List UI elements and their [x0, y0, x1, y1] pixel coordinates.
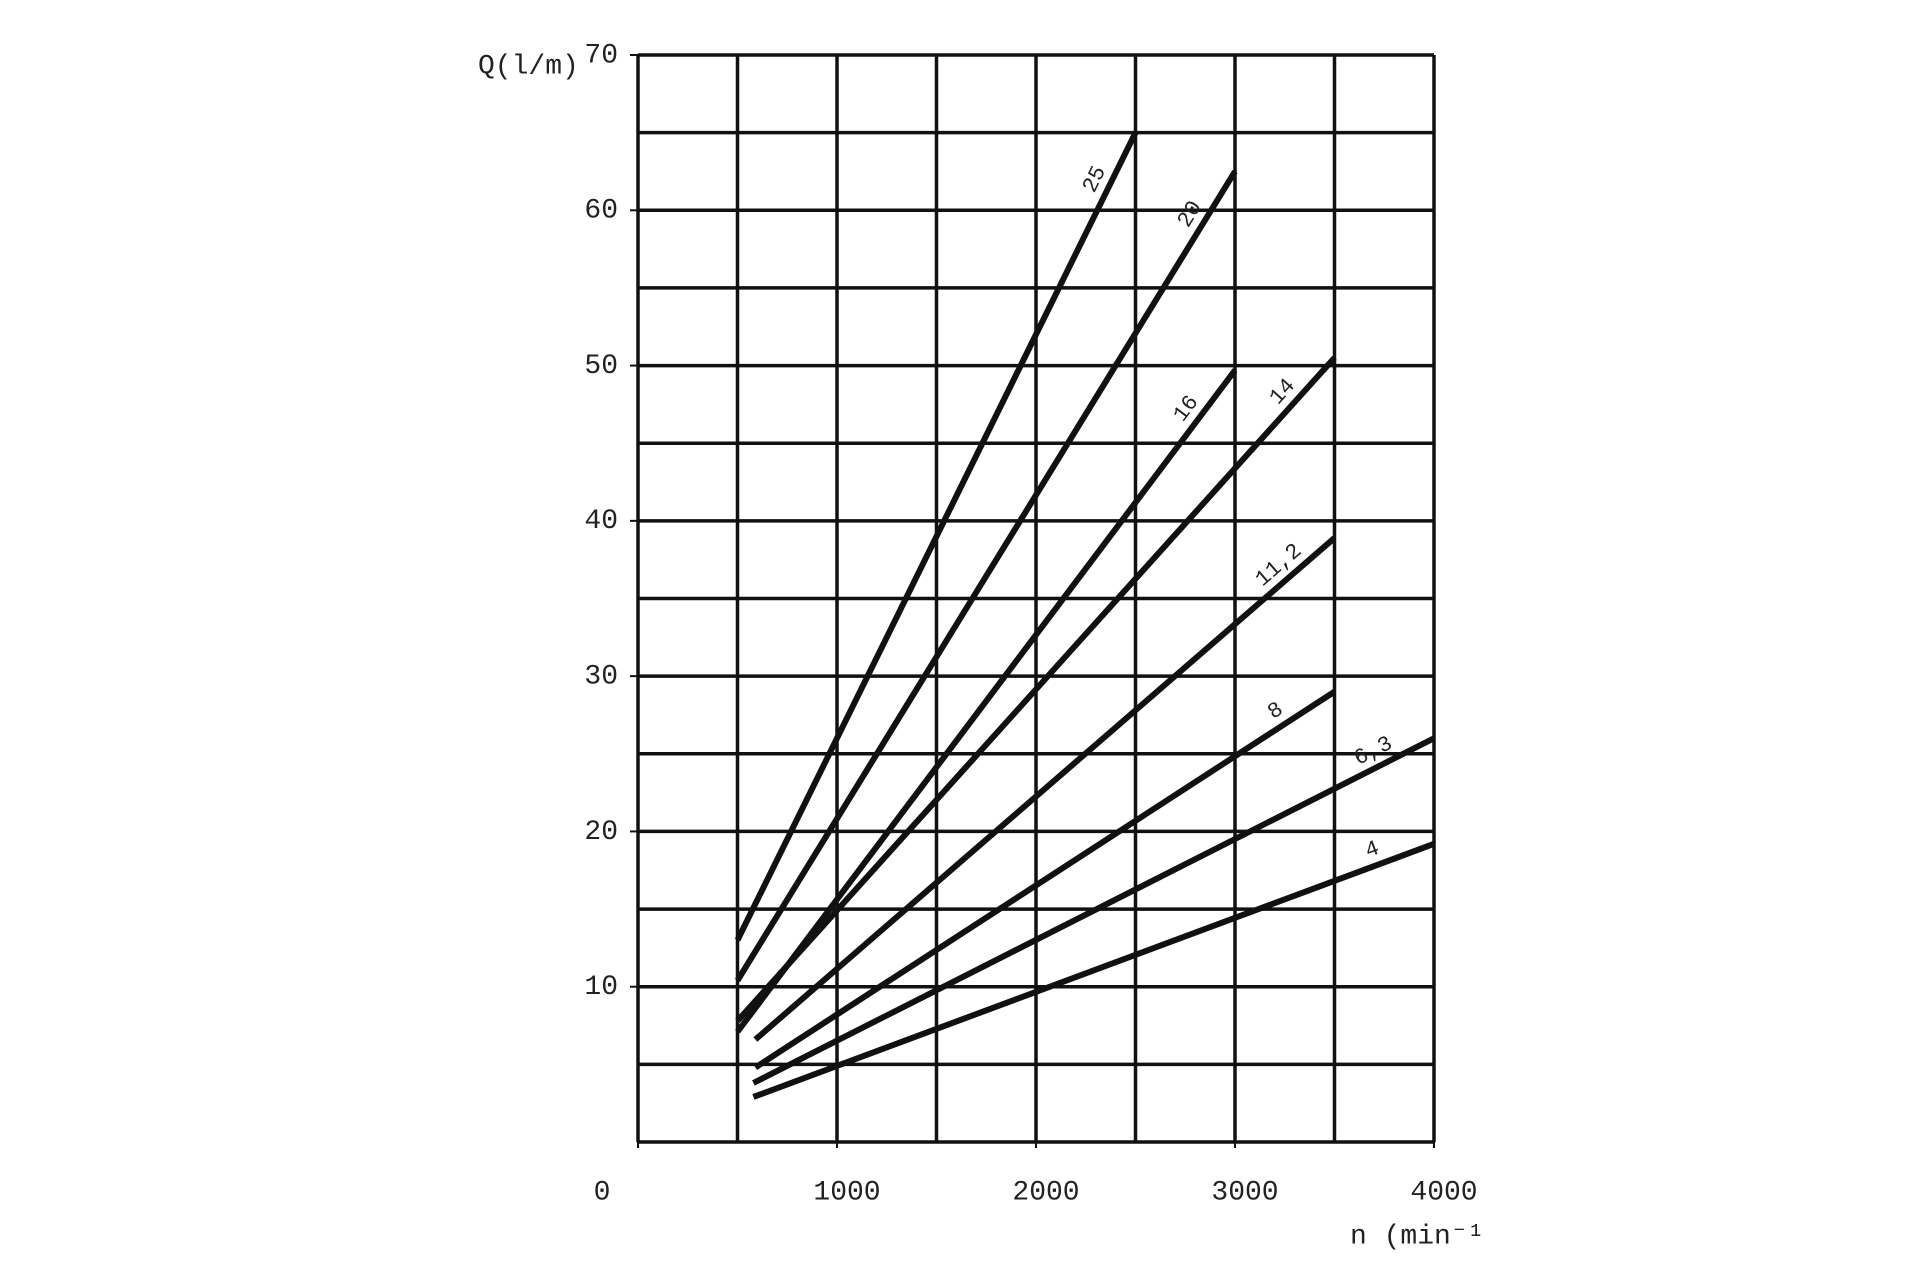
series-line	[734, 169, 1238, 983]
series-line	[734, 131, 1139, 942]
series-label: 4	[1362, 836, 1383, 864]
series-label: 6,3	[1350, 731, 1397, 771]
series-line	[753, 535, 1337, 1042]
x-axis-title: n (min⁻¹)	[1350, 1221, 1501, 1252]
x-tick-label: 0	[594, 1177, 611, 1208]
y-tick-label: 50	[584, 351, 618, 382]
y-axis-title: Q(l/m)	[478, 51, 579, 82]
y-tick-label: 30	[584, 662, 618, 693]
series-line	[735, 368, 1238, 1034]
series-line	[752, 735, 1436, 1086]
x-tick-label: 2000	[1012, 1177, 1079, 1208]
y-tick-label: 20	[584, 817, 618, 848]
y-tick-label: 60	[584, 196, 618, 227]
series-line	[752, 841, 1436, 1100]
y-tick-label: 70	[584, 40, 618, 71]
series-line	[735, 355, 1337, 1023]
x-tick-label: 1000	[813, 1177, 880, 1208]
x-tick-label: 4000	[1410, 1177, 1477, 1208]
y-tick-label: 10	[584, 972, 618, 1003]
series-line	[753, 689, 1337, 1070]
x-tick-label: 3000	[1211, 1177, 1278, 1208]
y-tick-label: 40	[584, 506, 618, 537]
